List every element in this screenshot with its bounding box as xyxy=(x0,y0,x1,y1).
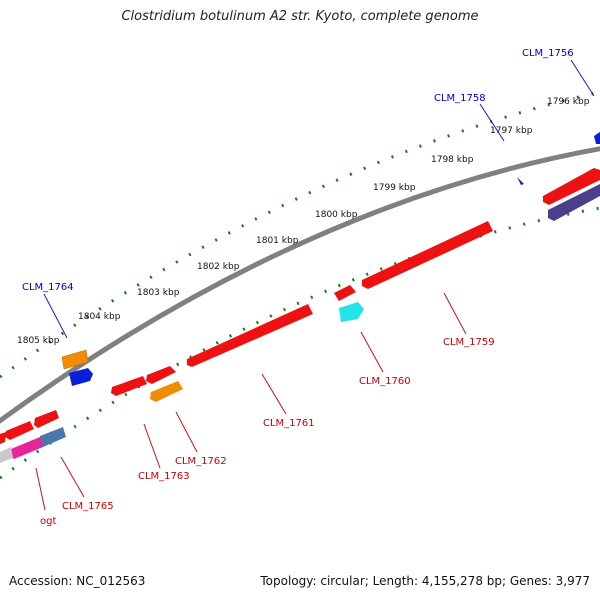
genome-backbone xyxy=(0,146,600,424)
forward-leader-lines xyxy=(43,59,595,339)
kbp-label: 1802 kbp xyxy=(197,262,240,272)
kbp-label: 1801 kbp xyxy=(256,236,299,246)
kbp-labels: 1796 kbp 1797 kbp 1798 kbp 1799 kbp 1800… xyxy=(17,97,590,346)
gene-label-clm1765[interactable]: CLM_1765 xyxy=(62,501,114,512)
kbp-label: 1803 kbp xyxy=(137,288,180,298)
accession-text: Accession: NC_012563 xyxy=(9,574,146,588)
reverse-gene-labels: CLM_1759 CLM_1760 CLM_1761 CLM_1762 CLM_… xyxy=(40,337,495,527)
leader-line-clm1760 xyxy=(360,331,384,373)
leader-line-clm1761 xyxy=(261,373,287,415)
kbp-label: 1805 kbp xyxy=(17,336,60,346)
gene-clm1761[interactable] xyxy=(187,304,313,367)
gene-clm1759[interactable] xyxy=(362,221,493,289)
gene-label-clm1764[interactable]: CLM_1764 xyxy=(22,282,74,293)
leader-line-ogt xyxy=(35,467,46,511)
gene-clm1763[interactable] xyxy=(111,376,147,396)
gene-clm1762-red[interactable] xyxy=(146,366,176,384)
genome-summary-text: Topology: circular; Length: 4,155,278 bp… xyxy=(260,574,590,588)
gene-clm1764-orange[interactable] xyxy=(61,349,89,370)
kbp-label: 1797 kbp xyxy=(490,126,533,136)
leader-line-clm1756 xyxy=(570,59,595,97)
gene-clm1760-red[interactable] xyxy=(334,285,356,301)
gene-label-clm1756[interactable]: CLM_1756 xyxy=(522,48,574,59)
leader-line-clm1762 xyxy=(175,411,198,453)
gene-label-clm1761[interactable]: CLM_1761 xyxy=(263,418,315,429)
map-title: Clostridium botulinum A2 str. Kyoto, com… xyxy=(121,9,479,24)
kbp-label: 1804 kbp xyxy=(78,312,121,322)
gene-label-clm1759[interactable]: CLM_1759 xyxy=(443,337,495,348)
leader-line-clm1765 xyxy=(60,456,85,498)
gene-clm1760-cyan[interactable] xyxy=(339,302,364,322)
gene-clm1759-navy[interactable] xyxy=(548,184,600,221)
leader-line-clm1763 xyxy=(143,423,161,469)
gene-clm1765-red[interactable] xyxy=(34,410,59,428)
inner-tick-track xyxy=(0,206,600,480)
kbp-label: 1796 kbp xyxy=(547,97,590,107)
kbp-label: 1798 kbp xyxy=(431,155,474,165)
leader-line-clm1758 xyxy=(479,103,505,142)
gene-clm1765-steel[interactable] xyxy=(39,427,66,447)
gene-label-clm1763[interactable]: CLM_1763 xyxy=(138,471,190,482)
gene-edge-grey[interactable] xyxy=(0,447,13,463)
gene-clm1764-blue[interactable] xyxy=(69,368,93,386)
gene-edge-red[interactable] xyxy=(0,432,6,444)
gene-ogt-magenta[interactable] xyxy=(10,437,43,459)
forward-gene-labels: CLM_1756 CLM_1758 CLM_1764 xyxy=(22,48,574,293)
gene-clm1762-orange[interactable] xyxy=(150,381,183,402)
kbp-label: 1800 kbp xyxy=(315,210,358,220)
gene-clm1756[interactable] xyxy=(594,132,600,144)
leader-line-clm1764 xyxy=(43,293,68,339)
kbp-label: 1799 kbp xyxy=(373,183,416,193)
gene-label-clm1758[interactable]: CLM_1758 xyxy=(434,93,486,104)
gene-clm1758[interactable] xyxy=(517,177,524,185)
leader-line-clm1759 xyxy=(443,292,467,335)
gene-ogt-red[interactable] xyxy=(5,421,34,440)
reverse-leader-lines xyxy=(35,292,467,511)
gene-clm1759-right[interactable] xyxy=(543,168,600,205)
gene-label-ogt[interactable]: ogt xyxy=(40,516,56,527)
gene-label-clm1762[interactable]: CLM_1762 xyxy=(175,456,227,467)
gene-label-clm1760[interactable]: CLM_1760 xyxy=(359,376,411,387)
